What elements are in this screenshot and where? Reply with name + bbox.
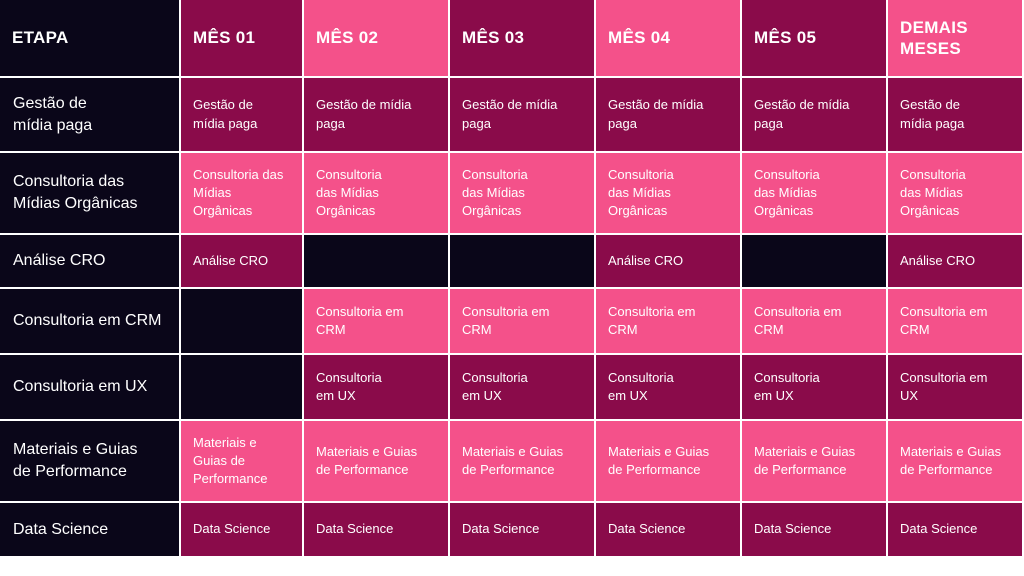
header-mes-04: MÊS 04 xyxy=(596,0,742,78)
row-label: Análise CRO xyxy=(0,235,181,289)
table-cell: Gestão de mídia paga xyxy=(596,78,742,153)
table-cell: Consultoria das Mídias Orgânicas xyxy=(450,153,596,235)
table-cell: Consultoria das Mídias Orgânicas xyxy=(888,153,1024,235)
table-cell: Consultoria das Mídias Orgânicas xyxy=(304,153,450,235)
table-cell: Consultoria em CRM xyxy=(304,289,450,355)
table-cell: Gestão de mídia paga xyxy=(888,78,1024,153)
row-label: Data Science xyxy=(0,503,181,558)
header-mes-03: MÊS 03 xyxy=(450,0,596,78)
table-cell: Consultoria em CRM xyxy=(596,289,742,355)
header-mes-01: MÊS 01 xyxy=(181,0,304,78)
header-mes-02: MÊS 02 xyxy=(304,0,450,78)
table-cell xyxy=(181,289,304,355)
table-cell: Consultoria em UX xyxy=(888,355,1024,421)
table-cell: Consultoria em CRM xyxy=(742,289,888,355)
table-cell: Materiais e Guias de Performance xyxy=(742,421,888,503)
table-cell: Data Science xyxy=(181,503,304,558)
table-cell: Materiais e Guias de Performance xyxy=(596,421,742,503)
table-cell: Data Science xyxy=(596,503,742,558)
table-cell xyxy=(181,355,304,421)
table-cell: Consultoria em UX xyxy=(304,355,450,421)
table-cell: Consultoria das Mídias Orgânicas xyxy=(181,153,304,235)
table-cell xyxy=(742,235,888,289)
header-demais-meses: DEMAIS MESES xyxy=(888,0,1024,78)
table-cell: Análise CRO xyxy=(596,235,742,289)
table-cell: Materiais e Guias de Performance xyxy=(450,421,596,503)
table-cell: Gestão de mídia paga xyxy=(450,78,596,153)
table-cell: Gestão de mídia paga xyxy=(181,78,304,153)
table-cell: Data Science xyxy=(888,503,1024,558)
table-cell xyxy=(304,235,450,289)
header-mes-05: MÊS 05 xyxy=(742,0,888,78)
table-cell: Consultoria das Mídias Orgânicas xyxy=(742,153,888,235)
table-cell: Data Science xyxy=(304,503,450,558)
row-label: Consultoria em CRM xyxy=(0,289,181,355)
table-cell: Análise CRO xyxy=(181,235,304,289)
table-cell: Consultoria em CRM xyxy=(888,289,1024,355)
row-label: Gestão de mídia paga xyxy=(0,78,181,153)
table-cell: Gestão de mídia paga xyxy=(304,78,450,153)
table-cell: Data Science xyxy=(450,503,596,558)
table-cell: Análise CRO xyxy=(888,235,1024,289)
row-label: Materiais e Guias de Performance xyxy=(0,421,181,503)
table-cell: Gestão de mídia paga xyxy=(742,78,888,153)
table-cell: Consultoria das Mídias Orgânicas xyxy=(596,153,742,235)
table-cell: Consultoria em CRM xyxy=(450,289,596,355)
table-cell: Materiais e Guias de Performance xyxy=(181,421,304,503)
table-cell: Consultoria em UX xyxy=(596,355,742,421)
row-label: Consultoria em UX xyxy=(0,355,181,421)
table-cell: Materiais e Guias de Performance xyxy=(304,421,450,503)
header-etapa: ETAPA xyxy=(0,0,181,78)
table-cell: Consultoria em UX xyxy=(742,355,888,421)
table-cell: Materiais e Guias de Performance xyxy=(888,421,1024,503)
row-label: Consultoria das Mídias Orgânicas xyxy=(0,153,181,235)
schedule-table: ETAPA MÊS 01 MÊS 02 MÊS 03 MÊS 04 MÊS 05… xyxy=(0,0,1024,558)
table-cell: Data Science xyxy=(742,503,888,558)
table-cell xyxy=(450,235,596,289)
table-cell: Consultoria em UX xyxy=(450,355,596,421)
